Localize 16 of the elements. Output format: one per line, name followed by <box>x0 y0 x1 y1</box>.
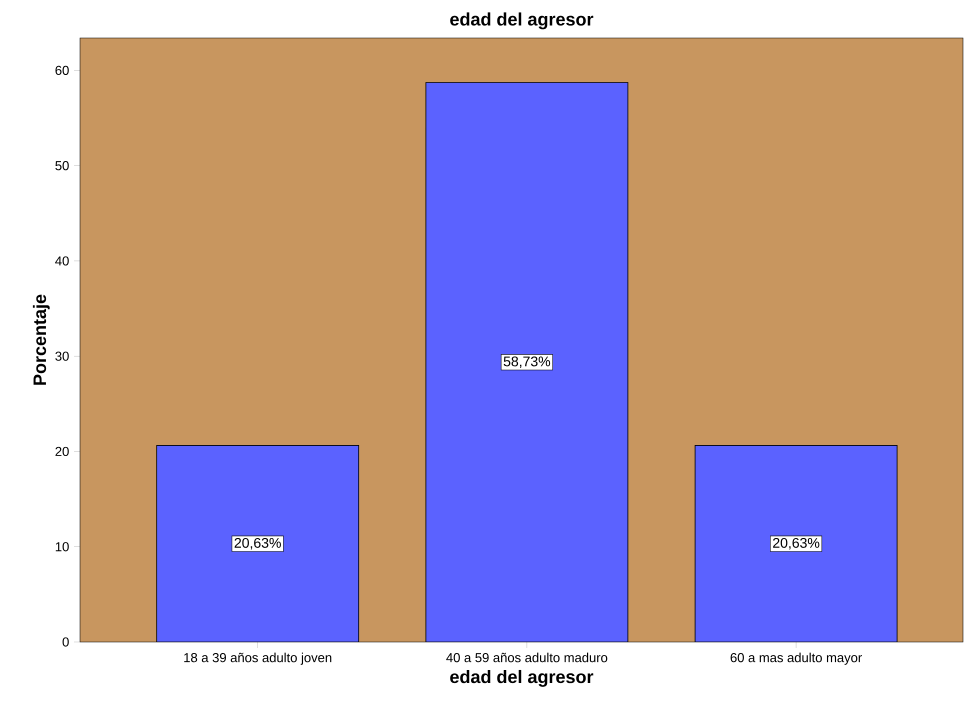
y-tick-label: 10 <box>56 542 69 552</box>
x-tick-label: 18 a 39 años adulto joven <box>184 652 332 665</box>
y-tick-label: 60 <box>56 66 69 75</box>
x-tick-label: 40 a 59 años adulto maduro <box>446 652 608 662</box>
x-axis-title: edad del agresor <box>450 670 594 687</box>
y-tick-label: 0 <box>62 637 69 647</box>
data-label: 58,73% <box>504 356 550 368</box>
y-axis-title: Porcentaje <box>32 294 50 385</box>
chart-title: edad del agresor <box>450 12 594 30</box>
data-label: 20,63% <box>234 538 281 550</box>
y-tick-label: 50 <box>55 161 69 170</box>
y-tick-label: 40 <box>55 256 69 266</box>
y-tick-label: 30 <box>55 352 69 361</box>
x-tick-label: 60 a mas adulto mayor <box>730 652 862 665</box>
data-label: 20,63% <box>773 538 820 550</box>
y-tick-label: 20 <box>55 446 69 456</box>
